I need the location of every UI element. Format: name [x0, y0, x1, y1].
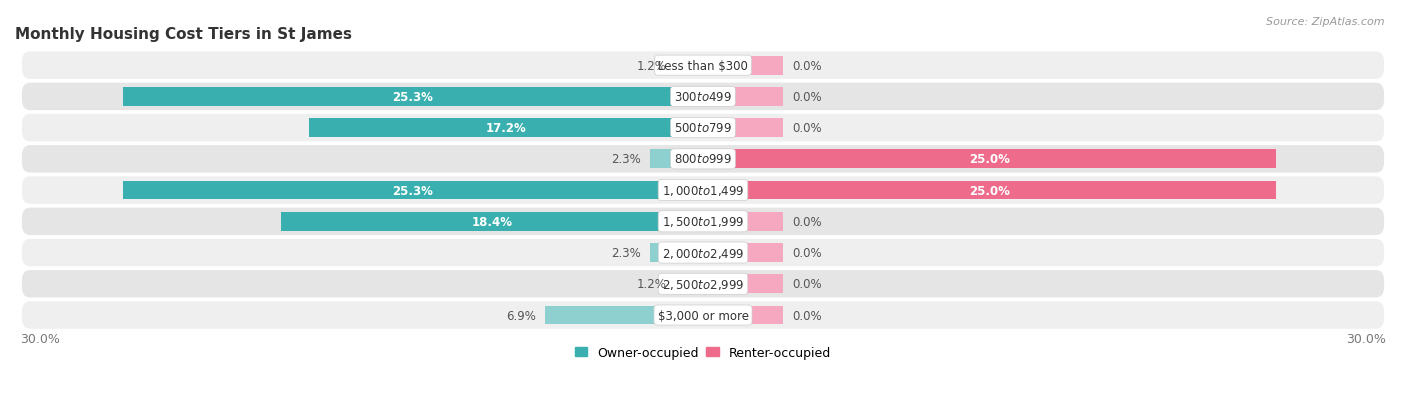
Bar	[650, 150, 703, 169]
Text: $2,500 to $2,999: $2,500 to $2,999	[662, 277, 744, 291]
Bar	[703, 212, 783, 231]
Bar	[703, 57, 783, 75]
Bar	[703, 150, 1277, 169]
FancyBboxPatch shape	[22, 271, 1384, 298]
Text: 1.2%: 1.2%	[637, 278, 666, 291]
Bar	[703, 244, 783, 262]
Text: 2.3%: 2.3%	[612, 247, 641, 259]
Text: 18.4%: 18.4%	[471, 215, 513, 228]
Bar	[308, 119, 703, 138]
Text: $2,000 to $2,499: $2,000 to $2,499	[662, 246, 744, 260]
Text: 0.0%: 0.0%	[793, 247, 823, 259]
Text: Source: ZipAtlas.com: Source: ZipAtlas.com	[1267, 17, 1385, 26]
Bar	[650, 244, 703, 262]
Text: $800 to $999: $800 to $999	[673, 153, 733, 166]
Text: 25.0%: 25.0%	[969, 153, 1010, 166]
Text: 30.0%: 30.0%	[20, 332, 59, 345]
FancyBboxPatch shape	[22, 301, 1384, 329]
Text: Monthly Housing Cost Tiers in St James: Monthly Housing Cost Tiers in St James	[15, 27, 352, 42]
Bar	[675, 275, 703, 294]
FancyBboxPatch shape	[22, 114, 1384, 142]
FancyBboxPatch shape	[22, 146, 1384, 173]
Text: $500 to $799: $500 to $799	[673, 122, 733, 135]
Text: 0.0%: 0.0%	[793, 91, 823, 104]
FancyBboxPatch shape	[22, 83, 1384, 111]
FancyBboxPatch shape	[22, 52, 1384, 80]
Bar	[703, 275, 783, 294]
Text: 30.0%: 30.0%	[1347, 332, 1386, 345]
Text: 25.0%: 25.0%	[969, 184, 1010, 197]
Text: 0.0%: 0.0%	[793, 278, 823, 291]
Bar	[675, 57, 703, 75]
Text: 0.0%: 0.0%	[793, 59, 823, 72]
FancyBboxPatch shape	[22, 208, 1384, 235]
Text: 0.0%: 0.0%	[793, 122, 823, 135]
Text: 0.0%: 0.0%	[793, 215, 823, 228]
Text: 17.2%: 17.2%	[485, 122, 526, 135]
Text: 6.9%: 6.9%	[506, 309, 536, 322]
Bar	[703, 88, 783, 107]
Bar	[122, 88, 703, 107]
Bar	[544, 306, 703, 325]
FancyBboxPatch shape	[22, 239, 1384, 267]
Text: $1,500 to $1,999: $1,500 to $1,999	[662, 215, 744, 229]
Bar	[703, 306, 783, 325]
Text: $300 to $499: $300 to $499	[673, 91, 733, 104]
Text: Less than $300: Less than $300	[658, 59, 748, 72]
Legend: Owner-occupied, Renter-occupied: Owner-occupied, Renter-occupied	[569, 341, 837, 364]
Text: 25.3%: 25.3%	[392, 184, 433, 197]
Text: 2.3%: 2.3%	[612, 153, 641, 166]
Bar	[122, 181, 703, 200]
Text: $3,000 or more: $3,000 or more	[658, 309, 748, 322]
FancyBboxPatch shape	[22, 177, 1384, 204]
Text: 0.0%: 0.0%	[793, 309, 823, 322]
Bar	[281, 212, 703, 231]
Text: 1.2%: 1.2%	[637, 59, 666, 72]
Text: $1,000 to $1,499: $1,000 to $1,499	[662, 184, 744, 197]
Bar	[703, 119, 783, 138]
Bar	[703, 181, 1277, 200]
Text: 25.3%: 25.3%	[392, 91, 433, 104]
